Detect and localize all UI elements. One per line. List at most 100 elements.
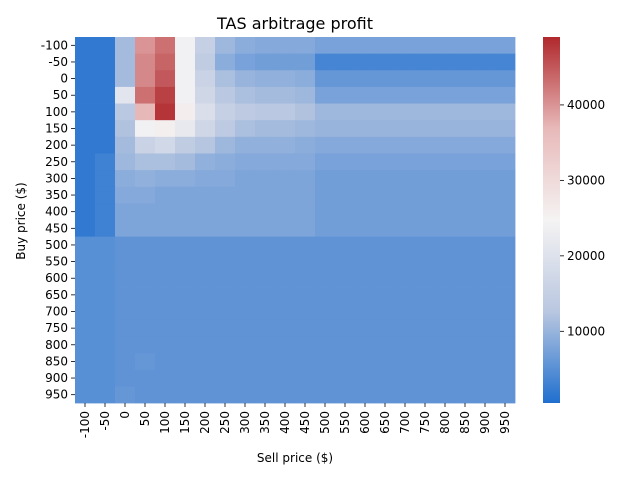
heatmap-cell (395, 253, 416, 271)
heatmap-cell (255, 136, 276, 154)
heatmap-cell (275, 236, 296, 254)
heatmap-cell (255, 86, 276, 104)
heatmap-cell (155, 386, 176, 404)
heatmap-cell (175, 386, 196, 404)
heatmap-cell (135, 70, 156, 88)
heatmap-cell (95, 70, 116, 88)
heatmap-cell (215, 170, 236, 188)
heatmap-cell (435, 153, 456, 171)
heatmap-cell (315, 203, 336, 221)
heatmap-cell (315, 86, 336, 104)
heatmap-cell (195, 170, 216, 188)
heatmap-cell (495, 236, 516, 254)
heatmap-cell (435, 53, 456, 71)
heatmap-cell (115, 369, 136, 387)
heatmap-cell (415, 386, 436, 404)
heatmap-cell (295, 53, 316, 71)
heatmap-cell (135, 136, 156, 154)
heatmap-cell (75, 386, 96, 404)
heatmap-cell (335, 303, 356, 321)
heatmap-cell (315, 253, 336, 271)
heatmap-cell (95, 136, 116, 154)
heatmap-cell (455, 170, 476, 188)
heatmap-cell (395, 236, 416, 254)
heatmap-cell (175, 103, 196, 121)
heatmap-cell (295, 303, 316, 321)
heatmap-cell (355, 236, 376, 254)
x-tick-label: 250 (218, 411, 232, 434)
colorbar-tick-label: 20000 (567, 249, 605, 263)
heatmap-cell (195, 353, 216, 371)
heatmap-cell (135, 319, 156, 337)
heatmap-cell (335, 120, 356, 138)
heatmap-cell (495, 103, 516, 121)
heatmap-cell (395, 369, 416, 387)
heatmap-cell (295, 103, 316, 121)
heatmap-cell (415, 269, 436, 287)
heatmap-cell (255, 53, 276, 71)
heatmap-cell (135, 86, 156, 104)
heatmap-cell (335, 103, 356, 121)
heatmap-cell (275, 286, 296, 304)
colorbar (543, 37, 560, 403)
heatmap-cell (335, 336, 356, 354)
heatmap-cell (315, 153, 336, 171)
heatmap-cell (95, 120, 116, 138)
heatmap-cell (295, 220, 316, 238)
heatmap-cell (235, 269, 256, 287)
heatmap-cell (435, 186, 456, 204)
heatmap-cell (215, 70, 236, 88)
heatmap-cell (75, 303, 96, 321)
heatmap-cell (215, 386, 236, 404)
heatmap-cell (195, 369, 216, 387)
heatmap-cell (455, 37, 476, 55)
heatmap-cell (255, 70, 276, 88)
heatmap-cell (415, 37, 436, 55)
heatmap-cell (235, 136, 256, 154)
heatmap-cell (455, 203, 476, 221)
heatmap-cell (75, 136, 96, 154)
heatmap-cell (355, 220, 376, 238)
heatmap-cell (435, 170, 456, 188)
heatmap-cell (255, 153, 276, 171)
heatmap-cell (375, 170, 396, 188)
heatmap-cell (495, 353, 516, 371)
heatmap-cell (475, 37, 496, 55)
heatmap-cell (455, 336, 476, 354)
heatmap-cell (295, 203, 316, 221)
heatmap-cell (295, 386, 316, 404)
heatmap-cell (315, 220, 336, 238)
heatmap-cell (415, 220, 436, 238)
y-tick-label: 650 (45, 288, 68, 302)
heatmap-cell (135, 336, 156, 354)
heatmap-cell (175, 170, 196, 188)
heatmap-cell (235, 153, 256, 171)
heatmap-cell (375, 153, 396, 171)
colorbar-tick-label: 30000 (567, 173, 605, 187)
heatmap-cell (415, 70, 436, 88)
heatmap-cell (455, 220, 476, 238)
heatmap-cell (215, 220, 236, 238)
heatmap-cell (475, 369, 496, 387)
heatmap-cell (115, 70, 136, 88)
heatmap-cell (455, 286, 476, 304)
heatmap-cell (135, 120, 156, 138)
heatmap-cell (75, 53, 96, 71)
heatmap-cell (255, 303, 276, 321)
heatmap-cell (415, 103, 436, 121)
heatmap-cell (215, 369, 236, 387)
heatmap-cell (155, 186, 176, 204)
heatmap-cell (475, 103, 496, 121)
heatmap-cell (295, 253, 316, 271)
heatmap-cell (215, 203, 236, 221)
heatmap-cell (395, 37, 416, 55)
heatmap-cell (115, 86, 136, 104)
heatmap-cell (495, 220, 516, 238)
heatmap-cell (115, 120, 136, 138)
heatmap-cell (295, 369, 316, 387)
heatmap-cell (195, 253, 216, 271)
heatmap-cell (215, 153, 236, 171)
heatmap-cell (395, 70, 416, 88)
heatmap-cell (215, 53, 236, 71)
heatmap-cell (315, 353, 336, 371)
